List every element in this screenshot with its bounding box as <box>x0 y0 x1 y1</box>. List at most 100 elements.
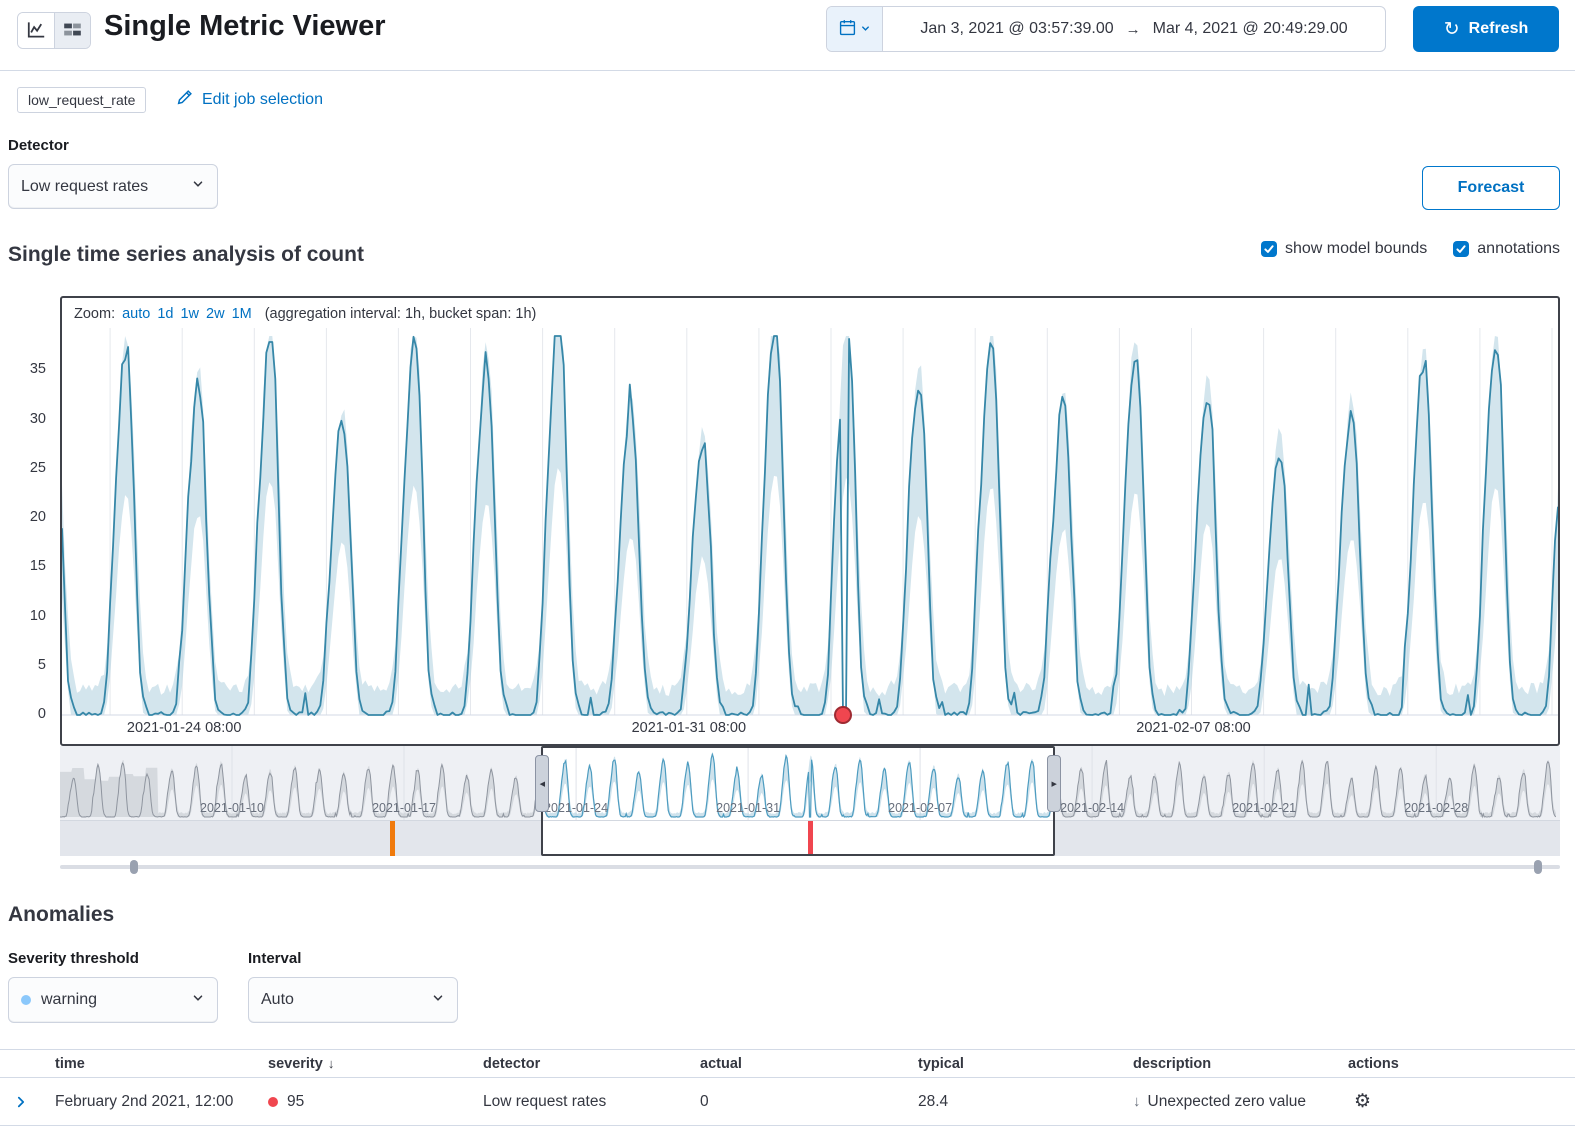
col-header-description[interactable]: description <box>1133 1055 1212 1072</box>
start-date[interactable]: Jan 3, 2021 @ 03:57:39.00 <box>920 20 1114 37</box>
chevron-down-icon <box>431 991 445 1010</box>
scrollbar-track[interactable] <box>60 865 1560 869</box>
cell-typical: 28.4 <box>918 1092 949 1110</box>
zoom-2w-link[interactable]: 2w <box>206 306 225 322</box>
severity-selected-value: warning <box>41 991 98 1008</box>
col-header-severity[interactable]: severity ↓ <box>268 1056 483 1072</box>
zoom-auto-link[interactable]: auto <box>122 306 151 322</box>
swimlane-anomaly-marker-critical[interactable] <box>807 821 813 856</box>
interval-label: Interval <box>248 950 302 967</box>
calendar-button[interactable] <box>827 7 883 51</box>
cell-time: February 2nd 2021, 12:00 <box>55 1092 234 1110</box>
interval-select[interactable]: Auto <box>248 977 458 1023</box>
swimlane-anomaly-marker-major[interactable] <box>389 821 395 856</box>
y-axis-tick-label: 35 <box>29 361 46 378</box>
refresh-label: Refresh <box>1468 20 1529 37</box>
zoom-1d-link[interactable]: 1d <box>157 306 174 322</box>
job-badge: low_request_rate <box>17 87 147 113</box>
sort-down-icon: ↓ <box>327 1056 335 1071</box>
swimlane-selection <box>543 821 1054 856</box>
checkbox-checked-icon <box>1260 241 1277 257</box>
end-date[interactable]: Mar 4, 2021 @ 20:49:29.00 <box>1152 20 1348 37</box>
critical-severity-dot <box>268 1096 278 1107</box>
anomaly-explorer-view-button[interactable] <box>54 13 90 48</box>
calendar-icon <box>839 19 856 39</box>
x-axis-tick-label: 2021-02-07 08:00 <box>1136 720 1251 736</box>
series-chart-title: Single time series analysis of count <box>8 243 364 266</box>
gear-icon[interactable]: ⚙ <box>1354 1091 1372 1112</box>
header-divider <box>0 70 1575 71</box>
severity-threshold-select[interactable]: warning <box>8 977 218 1023</box>
severity-threshold-label: Severity threshold <box>8 950 139 967</box>
col-header-time[interactable]: time <box>55 1055 85 1072</box>
col-header-typical[interactable]: typical <box>918 1055 964 1072</box>
brush-handle-right[interactable]: ▶ <box>1047 755 1062 812</box>
severity-header-label: severity <box>268 1055 323 1072</box>
show-model-bounds-checkbox[interactable]: show model bounds <box>1260 240 1428 258</box>
context-tick-label: 2021-02-07 <box>888 801 953 815</box>
col-header-detector[interactable]: detector <box>483 1055 541 1072</box>
context-tick-label: 2021-01-24 <box>544 801 609 815</box>
expand-row-button[interactable] <box>14 1095 55 1109</box>
chevron-down-icon <box>191 177 205 196</box>
show-model-bounds-label: show model bounds <box>1284 240 1428 257</box>
anomalies-table: time severity ↓ detector actual typical … <box>0 1049 1575 1126</box>
chevron-down-icon <box>860 22 871 37</box>
x-axis-tick-label: 2021-01-24 08:00 <box>126 720 242 736</box>
scrollbar-handle-right[interactable] <box>1534 860 1542 874</box>
date-range-picker: Jan 3, 2021 @ 03:57:39.00 → Mar 4, 2021 … <box>826 6 1386 52</box>
detector-select[interactable]: Low request rates <box>8 164 218 209</box>
view-toggle-group <box>17 12 91 49</box>
y-axis-tick-label: 25 <box>29 459 46 476</box>
context-tick-label: 2021-02-28 <box>1404 801 1469 815</box>
cell-detector: Low request rates <box>483 1092 607 1110</box>
line-chart-icon <box>27 20 46 42</box>
brush-right-icon: ▶ <box>1051 780 1057 788</box>
brush-handle-left[interactable]: ◀ <box>535 755 550 812</box>
zoom-1w-link[interactable]: 1w <box>180 306 200 322</box>
forecast-button[interactable]: Forecast <box>1422 166 1560 210</box>
x-axis-tick-label: 2021-01-31 08:00 <box>631 720 747 736</box>
edit-job-selection-link[interactable]: Edit job selection <box>176 89 323 111</box>
y-axis-tick-label: 0 <box>37 706 46 722</box>
navigator-scrollbar <box>60 858 1560 876</box>
checkbox-checked-icon <box>1453 241 1470 257</box>
context-chart[interactable]: 2021-01-10 2021-01-17 2021-01-24 2021-01… <box>60 746 1560 820</box>
y-axis-tick-label: 30 <box>29 410 46 427</box>
arrow-down-icon: ↓ <box>1133 1093 1141 1110</box>
zoom-controls: Zoom: auto 1d 1w 2w 1M (aggregation inte… <box>74 306 536 322</box>
single-metric-view-button[interactable] <box>18 13 54 48</box>
col-header-actual[interactable]: actual <box>700 1055 742 1072</box>
main-chart-panel: Zoom: auto 1d 1w 2w 1M (aggregation inte… <box>60 296 1560 746</box>
page-title: Single Metric Viewer <box>104 10 386 42</box>
y-axis-tick-label: 10 <box>29 607 46 624</box>
chart-options: show model bounds annotations <box>1260 240 1560 258</box>
date-range-display: Jan 3, 2021 @ 03:57:39.00 → Mar 4, 2021 … <box>883 7 1385 51</box>
zoom-1M-link[interactable]: 1M <box>231 306 252 322</box>
zoom-interval-info: (aggregation interval: 1h, bucket span: … <box>264 306 537 322</box>
anomaly-swimlane[interactable] <box>60 820 1560 856</box>
cell-description: Unexpected zero value <box>1147 1092 1307 1110</box>
anomalies-title: Anomalies <box>8 903 115 926</box>
y-axis-tick-label: 5 <box>37 656 46 673</box>
annotations-checkbox[interactable]: annotations <box>1453 240 1560 258</box>
y-axis-tick-label: 15 <box>29 558 46 575</box>
edit-job-label: Edit job selection <box>202 91 323 108</box>
context-tick-label: 2021-01-17 <box>372 801 437 815</box>
context-tick-label: 2021-01-31 <box>716 801 781 815</box>
annotations-label: annotations <box>1477 240 1560 257</box>
main-time-series-chart[interactable] <box>62 298 1558 744</box>
chevron-down-icon <box>191 991 205 1010</box>
context-tick-label: 2021-02-14 <box>1060 801 1125 815</box>
detector-label: Detector <box>8 137 69 154</box>
arrow-right-icon: → <box>1125 20 1141 38</box>
table-header-row: time severity ↓ detector actual typical … <box>0 1049 1575 1078</box>
refresh-button[interactable]: ↻ Refresh <box>1413 6 1559 52</box>
scrollbar-handle-left[interactable] <box>130 860 138 874</box>
context-navigator: 2021-01-10 2021-01-17 2021-01-24 2021-01… <box>60 746 1560 876</box>
cell-actual: 0 <box>700 1092 709 1110</box>
grid-icon <box>63 20 82 42</box>
y-axis-tick-label: 20 <box>29 509 46 526</box>
col-header-actions: actions <box>1348 1055 1399 1072</box>
